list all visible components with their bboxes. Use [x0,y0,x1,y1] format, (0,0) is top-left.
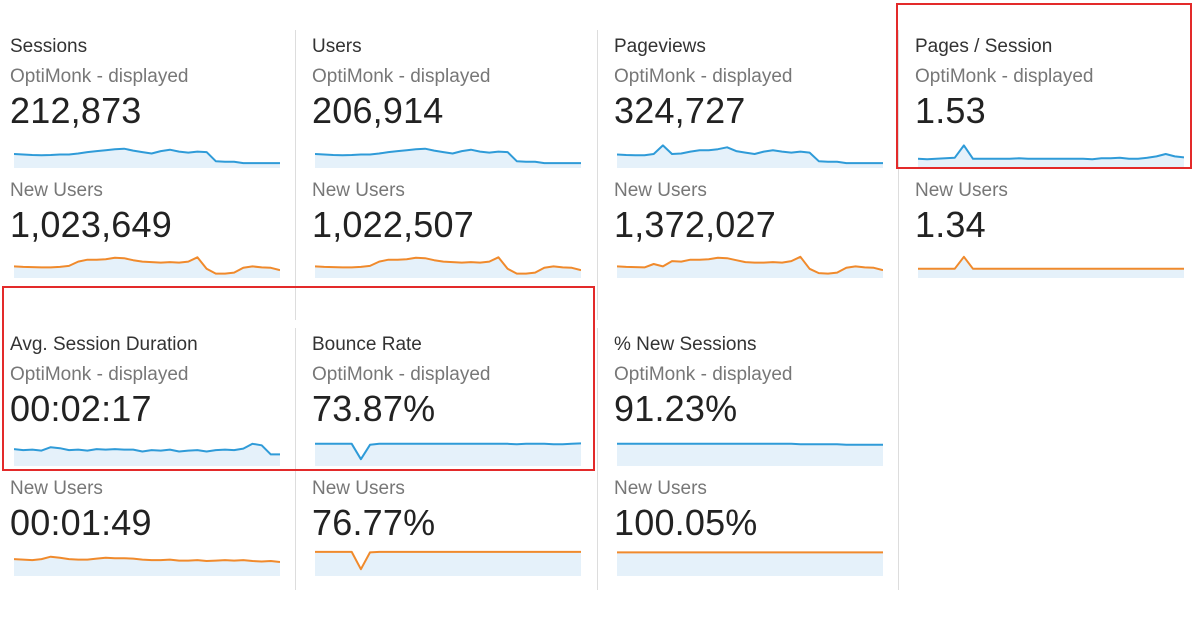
sparkline-svg [315,550,581,576]
metric-name: Bounce Rate [312,334,422,355]
segment-label-new-users: New Users [10,180,103,201]
sparkline-secondary [14,546,280,576]
metric-name: Pages / Session [915,36,1053,57]
sparkline-area [315,148,581,168]
sparkline-svg [918,144,1184,168]
metric-name: Users [312,36,362,57]
sparkline-svg [315,147,581,168]
sparkline-secondary [918,248,1184,278]
sparkline-area [315,443,581,466]
sparkline-area [617,443,883,466]
sparkline-area [14,148,280,168]
sparkline-svg [617,442,883,466]
sparkline-svg [14,555,280,576]
metric-value: 91.23% [614,388,738,429]
sparkline-secondary [315,248,581,278]
metric-value: 206,914 [312,90,444,131]
sparkline-area [918,145,1184,168]
metric-value: 00:02:17 [10,388,152,429]
sparkline-area [14,443,280,466]
sparkline-line [14,147,280,165]
metric-name: Avg. Session Duration [10,334,198,355]
sparkline-svg [315,442,581,466]
sparkline-line [14,442,280,456]
sparkline-line [14,256,280,275]
segment-label: OptiMonk - displayed [614,364,793,385]
empty-slot-separator [898,300,900,590]
tile-pages-per-session[interactable]: Pages / Session OptiMonk - displayed 1.5… [898,30,1189,320]
segment-label-new-users: New Users [915,180,1008,201]
sparkline-line [315,550,581,571]
sparkline-line [617,144,883,165]
segment-label: OptiMonk - displayed [312,66,491,87]
sparkline-svg [315,256,581,278]
sparkline-primary [617,138,883,168]
sparkline-line [918,144,1184,161]
sparkline-area [315,551,581,576]
metric-value-new-users: 76.77% [312,502,436,543]
segment-label: OptiMonk - displayed [10,66,189,87]
segment-label: OptiMonk - displayed [614,66,793,87]
segment-label-new-users: New Users [312,180,405,201]
sparkline-secondary [14,248,280,278]
sparkline-primary [14,436,280,466]
sparkline-secondary [617,248,883,278]
sparkline-area [617,552,883,576]
sparkline-primary [617,436,883,466]
metric-value-new-users: 100.05% [614,502,758,543]
metric-name: Sessions [10,36,88,57]
sparkline-secondary [315,546,581,576]
metric-value: 212,873 [10,90,142,131]
tile-bounce-rate[interactable]: Bounce Rate OptiMonk - displayed 73.87% … [295,328,586,590]
tile-pageviews[interactable]: Pageviews OptiMonk - displayed 324,727 N… [597,30,888,320]
sparkline-svg [617,255,883,278]
tile-sessions[interactable]: Sessions OptiMonk - displayed 212,873 Ne… [0,30,280,320]
metric-name: Pageviews [614,36,706,57]
sparkline-svg [14,147,280,168]
metric-value: 324,727 [614,90,746,131]
sparkline-primary [315,138,581,168]
tile-new-sessions[interactable]: % New Sessions OptiMonk - displayed 91.2… [597,328,888,590]
segment-label: OptiMonk - displayed [915,66,1094,87]
sparkline-area [617,256,883,278]
sparkline-svg [14,442,280,466]
sparkline-primary [315,436,581,466]
sparkline-line [14,555,280,563]
segment-label: OptiMonk - displayed [10,364,189,385]
sparkline-svg [617,551,883,576]
sparkline-secondary [617,546,883,576]
sparkline-line [315,147,581,165]
metric-value-new-users: 1,023,649 [10,204,172,245]
sparkline-line [315,442,581,461]
sparkline-area [918,256,1184,278]
segment-label-new-users: New Users [312,478,405,499]
metric-value: 1.53 [915,90,986,131]
metric-value: 73.87% [312,388,436,429]
sparkline-area [617,145,883,168]
segment-label-new-users: New Users [614,478,707,499]
tile-avg-session-duration[interactable]: Avg. Session Duration OptiMonk - display… [0,328,280,618]
sparkline-primary [14,138,280,168]
metric-value-new-users: 1,022,507 [312,204,474,245]
sparkline-line [617,442,883,446]
sparkline-primary [918,138,1184,168]
metric-value-new-users: 1,372,027 [614,204,776,245]
sparkline-svg [617,144,883,168]
sparkline-svg [918,255,1184,278]
sparkline-line [918,255,1184,270]
sparkline-svg [14,256,280,278]
segment-label: OptiMonk - displayed [312,364,491,385]
sparkline-line [315,256,581,275]
metric-name: % New Sessions [614,334,757,355]
tile-users[interactable]: Users OptiMonk - displayed 206,914 New U… [295,30,586,320]
metric-value-new-users: 00:01:49 [10,502,152,543]
metric-value-new-users: 1.34 [915,204,986,245]
sparkline-line [617,255,883,275]
segment-label-new-users: New Users [10,478,103,499]
segment-label-new-users: New Users [614,180,707,201]
